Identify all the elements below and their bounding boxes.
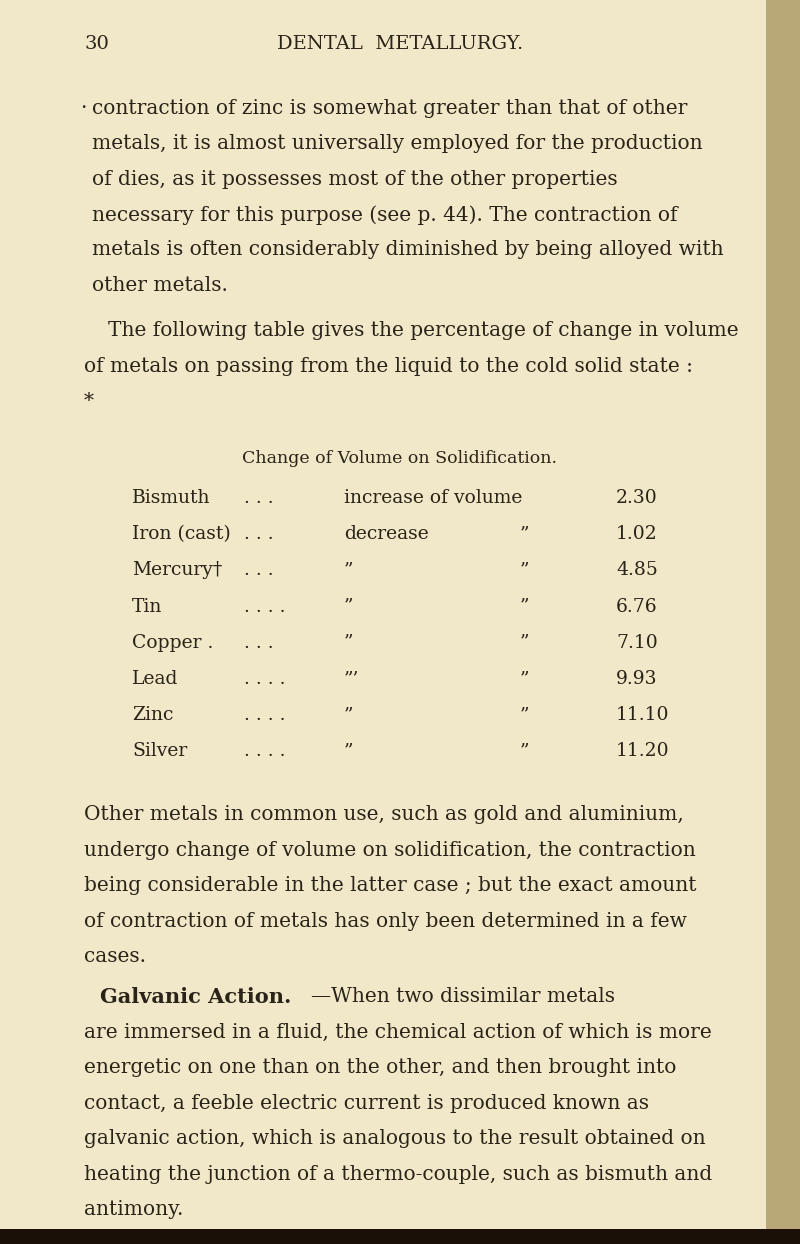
- Text: The following table gives the percentage of change in volume: The following table gives the percentage…: [108, 321, 738, 341]
- Text: metals is often considerably diminished by being alloyed with: metals is often considerably diminished …: [92, 240, 724, 260]
- Text: . . . .: . . . .: [244, 743, 286, 760]
- Text: 11.20: 11.20: [616, 743, 670, 760]
- Text: decrease: decrease: [344, 525, 429, 544]
- Text: ”’: ”’: [344, 669, 359, 688]
- Text: of metals on passing from the liquid to the cold solid state :: of metals on passing from the liquid to …: [84, 357, 693, 376]
- Text: Other metals in common use, such as gold and aluminium,: Other metals in common use, such as gold…: [84, 805, 684, 825]
- Text: Lead: Lead: [132, 669, 178, 688]
- Text: are immersed in a fluid, the chemical action of which is more: are immersed in a fluid, the chemical ac…: [84, 1023, 712, 1042]
- Text: ”: ”: [520, 597, 530, 616]
- Text: galvanic action, which is analogous to the result obtained on: galvanic action, which is analogous to t…: [84, 1130, 706, 1148]
- Text: . . .: . . .: [244, 525, 274, 544]
- Text: *: *: [84, 392, 94, 412]
- Text: ”: ”: [520, 561, 530, 580]
- Text: 9.93: 9.93: [616, 669, 658, 688]
- Text: . . .: . . .: [244, 489, 274, 508]
- Text: of contraction of metals has only been determined in a few: of contraction of metals has only been d…: [84, 912, 687, 931]
- Text: contraction of zinc is somewhat greater than that of other: contraction of zinc is somewhat greater …: [92, 98, 687, 118]
- Text: 11.10: 11.10: [616, 707, 670, 724]
- Text: ”: ”: [344, 743, 354, 760]
- Text: 4.85: 4.85: [616, 561, 658, 580]
- Text: of dies, as it possesses most of the other properties: of dies, as it possesses most of the oth…: [92, 169, 618, 189]
- Text: 6.76: 6.76: [616, 597, 658, 616]
- Text: metals, it is almost universally employed for the production: metals, it is almost universally employe…: [92, 134, 702, 153]
- Text: contact, a feeble electric current is produced known as: contact, a feeble electric current is pr…: [84, 1093, 649, 1113]
- Text: Galvanic Action.: Galvanic Action.: [100, 988, 291, 1008]
- Text: Iron (cast): Iron (cast): [132, 525, 230, 544]
- Text: antimony.: antimony.: [84, 1200, 183, 1219]
- Text: . . . .: . . . .: [244, 707, 286, 724]
- Text: ”: ”: [344, 597, 354, 616]
- Text: ·: ·: [80, 98, 86, 118]
- Text: 30: 30: [84, 35, 109, 52]
- Text: ”: ”: [520, 669, 530, 688]
- Text: being considerable in the latter case ; but the exact amount: being considerable in the latter case ; …: [84, 876, 697, 896]
- Text: ”: ”: [344, 561, 354, 580]
- Text: increase of volume: increase of volume: [344, 489, 522, 508]
- Text: . . . .: . . . .: [244, 669, 286, 688]
- Text: ”: ”: [520, 633, 530, 652]
- Text: other metals.: other metals.: [92, 276, 228, 295]
- Text: undergo change of volume on solidification, the contraction: undergo change of volume on solidificati…: [84, 841, 696, 860]
- Text: . . .: . . .: [244, 561, 274, 580]
- Bar: [766, 0, 800, 1244]
- Text: ”: ”: [520, 707, 530, 724]
- Text: ”: ”: [520, 525, 530, 544]
- Text: 1.02: 1.02: [616, 525, 658, 544]
- Text: cases.: cases.: [84, 947, 146, 967]
- Bar: [0, 1229, 800, 1244]
- Text: Silver: Silver: [132, 743, 187, 760]
- Text: energetic on one than on the other, and then brought into: energetic on one than on the other, and …: [84, 1059, 676, 1077]
- Text: ”: ”: [344, 707, 354, 724]
- Text: DENTAL  METALLURGY.: DENTAL METALLURGY.: [277, 35, 523, 52]
- Text: . . .: . . .: [244, 633, 274, 652]
- Text: Tin: Tin: [132, 597, 162, 616]
- Text: Change of Volume on Solidification.: Change of Volume on Solidification.: [242, 450, 558, 466]
- Text: Zinc: Zinc: [132, 707, 174, 724]
- Text: heating the junction of a thermo-couple, such as bismuth and: heating the junction of a thermo-couple,…: [84, 1164, 712, 1184]
- Text: Copper .: Copper .: [132, 633, 214, 652]
- Text: ”: ”: [344, 633, 354, 652]
- Text: . . . .: . . . .: [244, 597, 286, 616]
- Text: necessary for this purpose (see p. 44). The contraction of: necessary for this purpose (see p. 44). …: [92, 205, 678, 225]
- Text: Mercury†: Mercury†: [132, 561, 222, 580]
- Text: 2.30: 2.30: [616, 489, 658, 508]
- Text: ”: ”: [520, 743, 530, 760]
- Text: Bismuth: Bismuth: [132, 489, 210, 508]
- Text: —When two dissimilar metals: —When two dissimilar metals: [310, 988, 614, 1006]
- Text: 7.10: 7.10: [616, 633, 658, 652]
